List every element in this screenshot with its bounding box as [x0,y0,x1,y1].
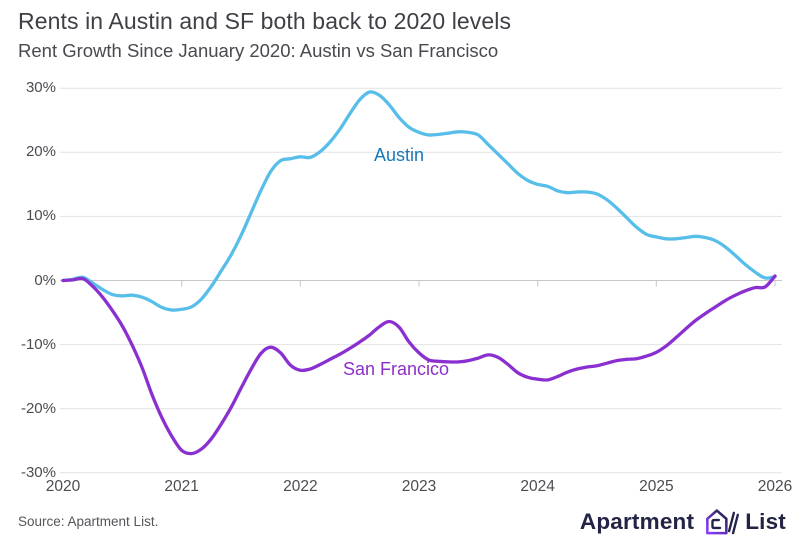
x-tick-label: 2021 [164,478,199,495]
y-tick-label: -10% [20,335,56,353]
y-tick-label: -30% [20,463,56,481]
logo-text-apartment: Apartment [579,509,695,534]
y-tick-label: 20% [25,143,56,161]
apartment-list-logo: Apartment List [580,504,786,540]
source-note: Source: Apartment List. [18,514,159,529]
x-tick-label: 2022 [283,478,318,495]
y-tick-label: 30% [25,79,56,97]
chart-subtitle: Rent Growth Since January 2020: Austin v… [18,40,499,61]
page-title: Rents in Austin and SF both back to 2020… [18,8,512,34]
logo-text-list: List [745,509,786,534]
x-tick-label: 2025 [639,478,674,495]
series-label-san-francisco: San Francico [343,359,450,379]
x-tick-label: 2026 [757,478,793,495]
apartment-list-house-icon [706,509,740,535]
series-label-austin: Austin [374,145,425,165]
y-tick-label: 10% [25,207,56,225]
x-tick-label: 2023 [401,478,437,495]
y-tick-label: -20% [20,399,56,417]
x-tick-label: 2020 [45,478,81,495]
x-tick-label: 2024 [520,478,555,495]
y-tick-label: 0% [34,271,56,289]
